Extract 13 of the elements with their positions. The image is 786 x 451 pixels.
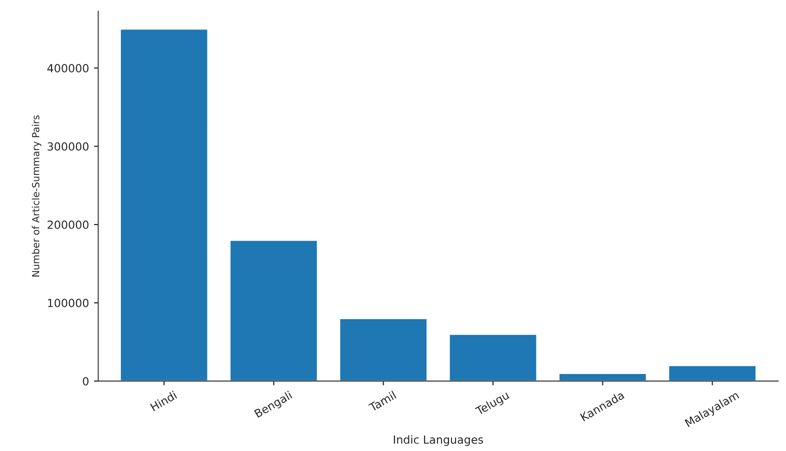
x-axis-title: Indic Languages — [394, 435, 484, 446]
y-tick-label: 300000 — [48, 142, 88, 151]
bar — [668, 364, 757, 382]
y-tick-label: 200000 — [48, 220, 88, 229]
y-tick-label: 400000 — [47, 64, 88, 72]
bar — [338, 318, 428, 382]
bar — [229, 240, 318, 382]
bar — [558, 372, 648, 382]
bar — [448, 333, 538, 382]
bar — [119, 28, 209, 382]
y-tick-label: 0 — [82, 377, 88, 386]
y-tick-label: 100000 — [48, 298, 88, 308]
y-axis-title: Number of Article-Summary Pairs — [32, 115, 42, 276]
